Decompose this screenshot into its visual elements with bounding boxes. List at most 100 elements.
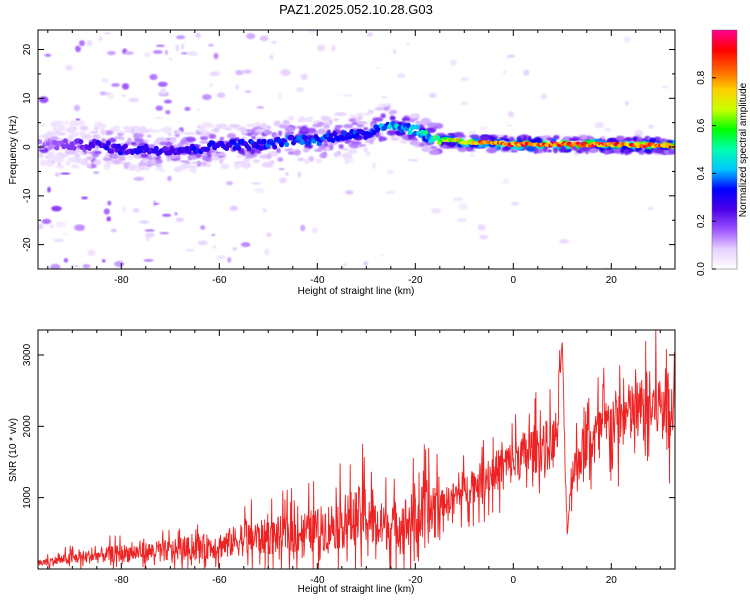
- band-blob: [503, 138, 511, 142]
- noise-blob: [59, 172, 71, 175]
- ridge-blob: [78, 139, 84, 145]
- band-blob: [65, 161, 71, 166]
- band-blob: [347, 149, 358, 154]
- band-blob: [363, 146, 368, 153]
- band-blob: [94, 145, 100, 150]
- band-blob: [430, 146, 438, 150]
- band-blob: [378, 135, 384, 142]
- band-blob: [66, 127, 76, 134]
- band-blob: [146, 134, 152, 138]
- band-blob: [233, 163, 243, 168]
- band-blob: [284, 126, 295, 132]
- band-blob: [355, 112, 366, 116]
- band-blob: [69, 120, 80, 127]
- band-blob: [339, 112, 347, 116]
- band-blob: [101, 137, 106, 144]
- noise-blob: [625, 100, 629, 107]
- band-blob: [368, 139, 374, 145]
- band-blob: [502, 146, 509, 151]
- noise-blob: [263, 248, 270, 256]
- band-blob: [399, 139, 408, 144]
- band-blob: [74, 149, 83, 153]
- band-blob: [303, 158, 311, 164]
- noise-blob: [295, 87, 305, 93]
- band-blob: [100, 128, 107, 136]
- band-blob: [220, 125, 227, 130]
- band-blob: [479, 135, 491, 142]
- band-blob: [177, 130, 183, 135]
- noise-blob: [225, 181, 233, 186]
- band-blob: [154, 167, 164, 171]
- noise-blob: [106, 216, 112, 222]
- ridge-blob: [258, 145, 264, 151]
- band-blob: [372, 117, 384, 122]
- noise-blob: [244, 89, 252, 94]
- band-blob: [122, 126, 132, 131]
- noise-blob: [457, 218, 467, 223]
- colorbar-gradient: [712, 30, 737, 269]
- band-blob: [323, 123, 330, 130]
- band-blob: [509, 137, 515, 142]
- noise-blob: [126, 153, 135, 161]
- noise-blob: [39, 96, 49, 104]
- band-blob: [297, 157, 305, 162]
- noise-blob: [161, 213, 172, 218]
- band-blob: [604, 149, 609, 155]
- noise-blob: [139, 220, 150, 224]
- colorbar: 0.0 0.2 0.4 0.6 0.8 Normalized spectral ampl…: [696, 29, 749, 276]
- noise-blob: [160, 87, 167, 95]
- snr-panel: -80 -60 -40 -20 0 20 1000 2000 3000 Height of st…: [8, 329, 676, 595]
- ridge-blob: [231, 139, 237, 145]
- ridge-blob: [246, 145, 252, 151]
- noise-blob: [449, 59, 457, 67]
- band-blob: [638, 150, 646, 155]
- noise-blob: [51, 205, 62, 212]
- band-blob: [568, 138, 580, 142]
- ridge-blob: [371, 129, 377, 136]
- band-blob: [277, 157, 284, 162]
- noise-blob: [98, 36, 103, 41]
- band-blob: [580, 134, 588, 140]
- band-blob: [426, 122, 438, 128]
- band-blob: [533, 148, 538, 154]
- ridge-blob: [279, 142, 285, 148]
- band-blob: [41, 123, 46, 127]
- noise-blob: [317, 44, 326, 52]
- band-blob: [219, 157, 224, 164]
- band-blob: [140, 153, 149, 158]
- ridge-blob: [153, 145, 159, 151]
- band-blob: [159, 141, 167, 146]
- noise-blob: [407, 158, 419, 162]
- ridge-blob: [261, 138, 267, 145]
- noise-blob: [251, 182, 262, 185]
- band-blob: [133, 152, 142, 159]
- noise-blob: [540, 93, 548, 100]
- noise-blob: [240, 242, 251, 248]
- noise-blob: [300, 73, 308, 81]
- band-blob: [197, 129, 208, 133]
- band-blob: [121, 162, 132, 166]
- noise-blob: [372, 162, 376, 169]
- noise-blob: [285, 172, 289, 176]
- noise-blob: [216, 255, 227, 260]
- band-blob: [45, 162, 54, 167]
- band-blob: [146, 162, 158, 166]
- x-tick-label: -60: [212, 275, 227, 286]
- ridge-blob: [71, 145, 77, 151]
- band-blob: [299, 116, 305, 123]
- x-tick-label: 20: [606, 575, 618, 586]
- noise-blob: [209, 71, 221, 77]
- noise-blob: [212, 245, 217, 249]
- ridge-blob: [330, 137, 336, 143]
- band-blob: [190, 161, 200, 165]
- band-blob: [117, 133, 124, 137]
- band-blob: [421, 146, 432, 152]
- ridge-blob: [122, 143, 128, 149]
- y-tick-label: 0: [22, 144, 33, 150]
- noise-blob: [430, 207, 442, 214]
- band-blob: [409, 113, 419, 120]
- noise-blob: [104, 32, 111, 35]
- x-tick-label: -80: [114, 575, 129, 586]
- ridge-blob: [435, 135, 441, 141]
